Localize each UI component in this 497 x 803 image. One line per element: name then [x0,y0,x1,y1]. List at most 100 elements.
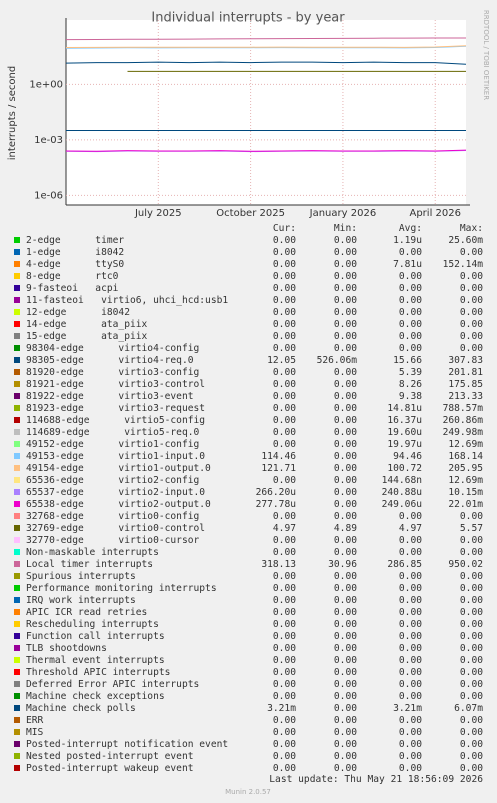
legend-stat: 0.00 [334,511,357,522]
legend-swatch [14,441,20,447]
legend-stat: 0.00 [399,595,422,606]
legend-stat: 201.81 [448,367,483,378]
legend-stat: 0.00 [273,403,296,414]
legend-stat: 0.00 [334,475,357,486]
legend-label: Thermal event interrupts [26,655,165,666]
legend-label: Function call interrupts [26,631,165,642]
legend-stat: 0.00 [399,643,422,654]
legend-stat: 94.46 [393,451,422,462]
legend-stat: 0.00 [334,319,357,330]
legend-stat: 266.20u [256,487,296,498]
legend-swatch [14,321,20,327]
legend-swatch [14,405,20,411]
legend-label: 9-fasteoi acpi [26,283,119,294]
legend-label: Spurious interrupts [26,571,136,582]
generator: Munin 2.0.57 [225,788,271,796]
legend-label: 49153-edge virtio1-input.0 [26,451,205,462]
legend-label: 98305-edge virtio4-req.0 [26,355,194,366]
legend-stat: 12.69m [448,439,483,450]
legend-stat: 249.98m [443,427,484,438]
legend-swatch [14,345,20,351]
legend-stat: 0.00 [334,463,357,474]
legend-swatch [14,393,20,399]
legend-label: TLB shootdowns [26,643,107,654]
legend-stat: 0.00 [399,535,422,546]
legend-stat: 9.38 [399,391,422,402]
legend-stat: 0.00 [334,739,357,750]
legend-swatch [14,309,20,315]
legend-column-header: Max: [460,223,483,234]
legend-swatch [14,765,20,771]
series-line [65,149,467,152]
legend-swatch [14,297,20,303]
legend-stat: 0.00 [334,379,357,390]
legend-stat: 0.00 [273,319,296,330]
x-tick-label: July 2025 [134,208,182,219]
legend-swatch [14,417,20,423]
legend-swatch [14,561,20,567]
legend-stat: 0.00 [273,727,296,738]
legend-swatch [14,645,20,651]
legend-stat: 0.00 [273,643,296,654]
legend-stat: 0.00 [334,727,357,738]
legend-stat: 0.00 [460,751,483,762]
legend-stat: 100.72 [387,463,422,474]
legend-stat: 0.00 [334,571,357,582]
legend-stat: 0.00 [334,367,357,378]
series-line [65,37,466,41]
legend-stat: 0.00 [334,259,357,270]
x-tick-label: January 2026 [309,208,377,219]
legend-label: 49152-edge virtio1-config [26,439,199,450]
legend-stat: 0.00 [273,571,296,582]
last-update: Last update: Thu May 21 18:56:09 2026 [269,774,483,785]
legend-stat: 0.00 [273,583,296,594]
legend-stat: 0.00 [273,535,296,546]
legend-stat: 0.00 [273,763,296,774]
legend-stat: 0.00 [273,307,296,318]
legend-stat: 6.07m [454,703,483,714]
legend-label: Machine check exceptions [26,691,165,702]
legend-label: Machine check polls [26,703,136,714]
legend-stat: 14.81u [387,403,422,414]
legend-stat: 0.00 [334,247,357,258]
legend-swatch [14,681,20,687]
legend-stat: 0.00 [273,283,296,294]
legend-stat: 0.00 [334,283,357,294]
legend-stat: 5.39 [399,367,422,378]
legend-stat: 286.85 [387,559,422,570]
legend-stat: 0.00 [273,691,296,702]
legend-label: Performance monitoring interrupts [26,583,217,594]
legend-stat: 0.00 [273,379,296,390]
legend-stat: 0.00 [399,331,422,342]
legend-label: Posted-interrupt wakeup event [26,763,194,774]
legend-label: Threshold APIC interrupts [26,667,170,678]
legend-stat: 0.00 [399,607,422,618]
legend-swatch [14,585,20,591]
legend-swatch [14,249,20,255]
x-tick-label: April 2026 [409,208,460,219]
legend-stat: 0.00 [273,475,296,486]
legend-stat: 0.00 [334,271,357,282]
legend-label: 15-edge ata_piix [26,331,148,342]
legend-swatch [14,273,20,279]
legend-stat: 0.00 [399,715,422,726]
legend-stat: 277.78u [256,499,296,510]
legend-stat: 205.95 [448,463,483,474]
legend-stat: 0.00 [460,691,483,702]
legend-swatch [14,597,20,603]
legend-stat: 0.00 [399,739,422,750]
legend-swatch [14,513,20,519]
legend-label: 81920-edge virtio3-config [26,367,199,378]
legend-label: Deferred Error APIC interrupts [26,679,199,690]
plot-area [66,20,466,205]
legend-label: MIS [26,727,44,738]
legend-stat: 0.00 [460,679,483,690]
legend-stat: 0.00 [273,679,296,690]
legend-stat: 0.00 [334,451,357,462]
legend-stat: 0.00 [460,571,483,582]
legend-label: IRQ work interrupts [26,595,136,606]
legend-stat: 249.06u [382,499,422,510]
legend-stat: 0.00 [334,391,357,402]
legend-label: 49154-edge virtio1-output.0 [26,463,211,474]
legend-swatch [14,621,20,627]
